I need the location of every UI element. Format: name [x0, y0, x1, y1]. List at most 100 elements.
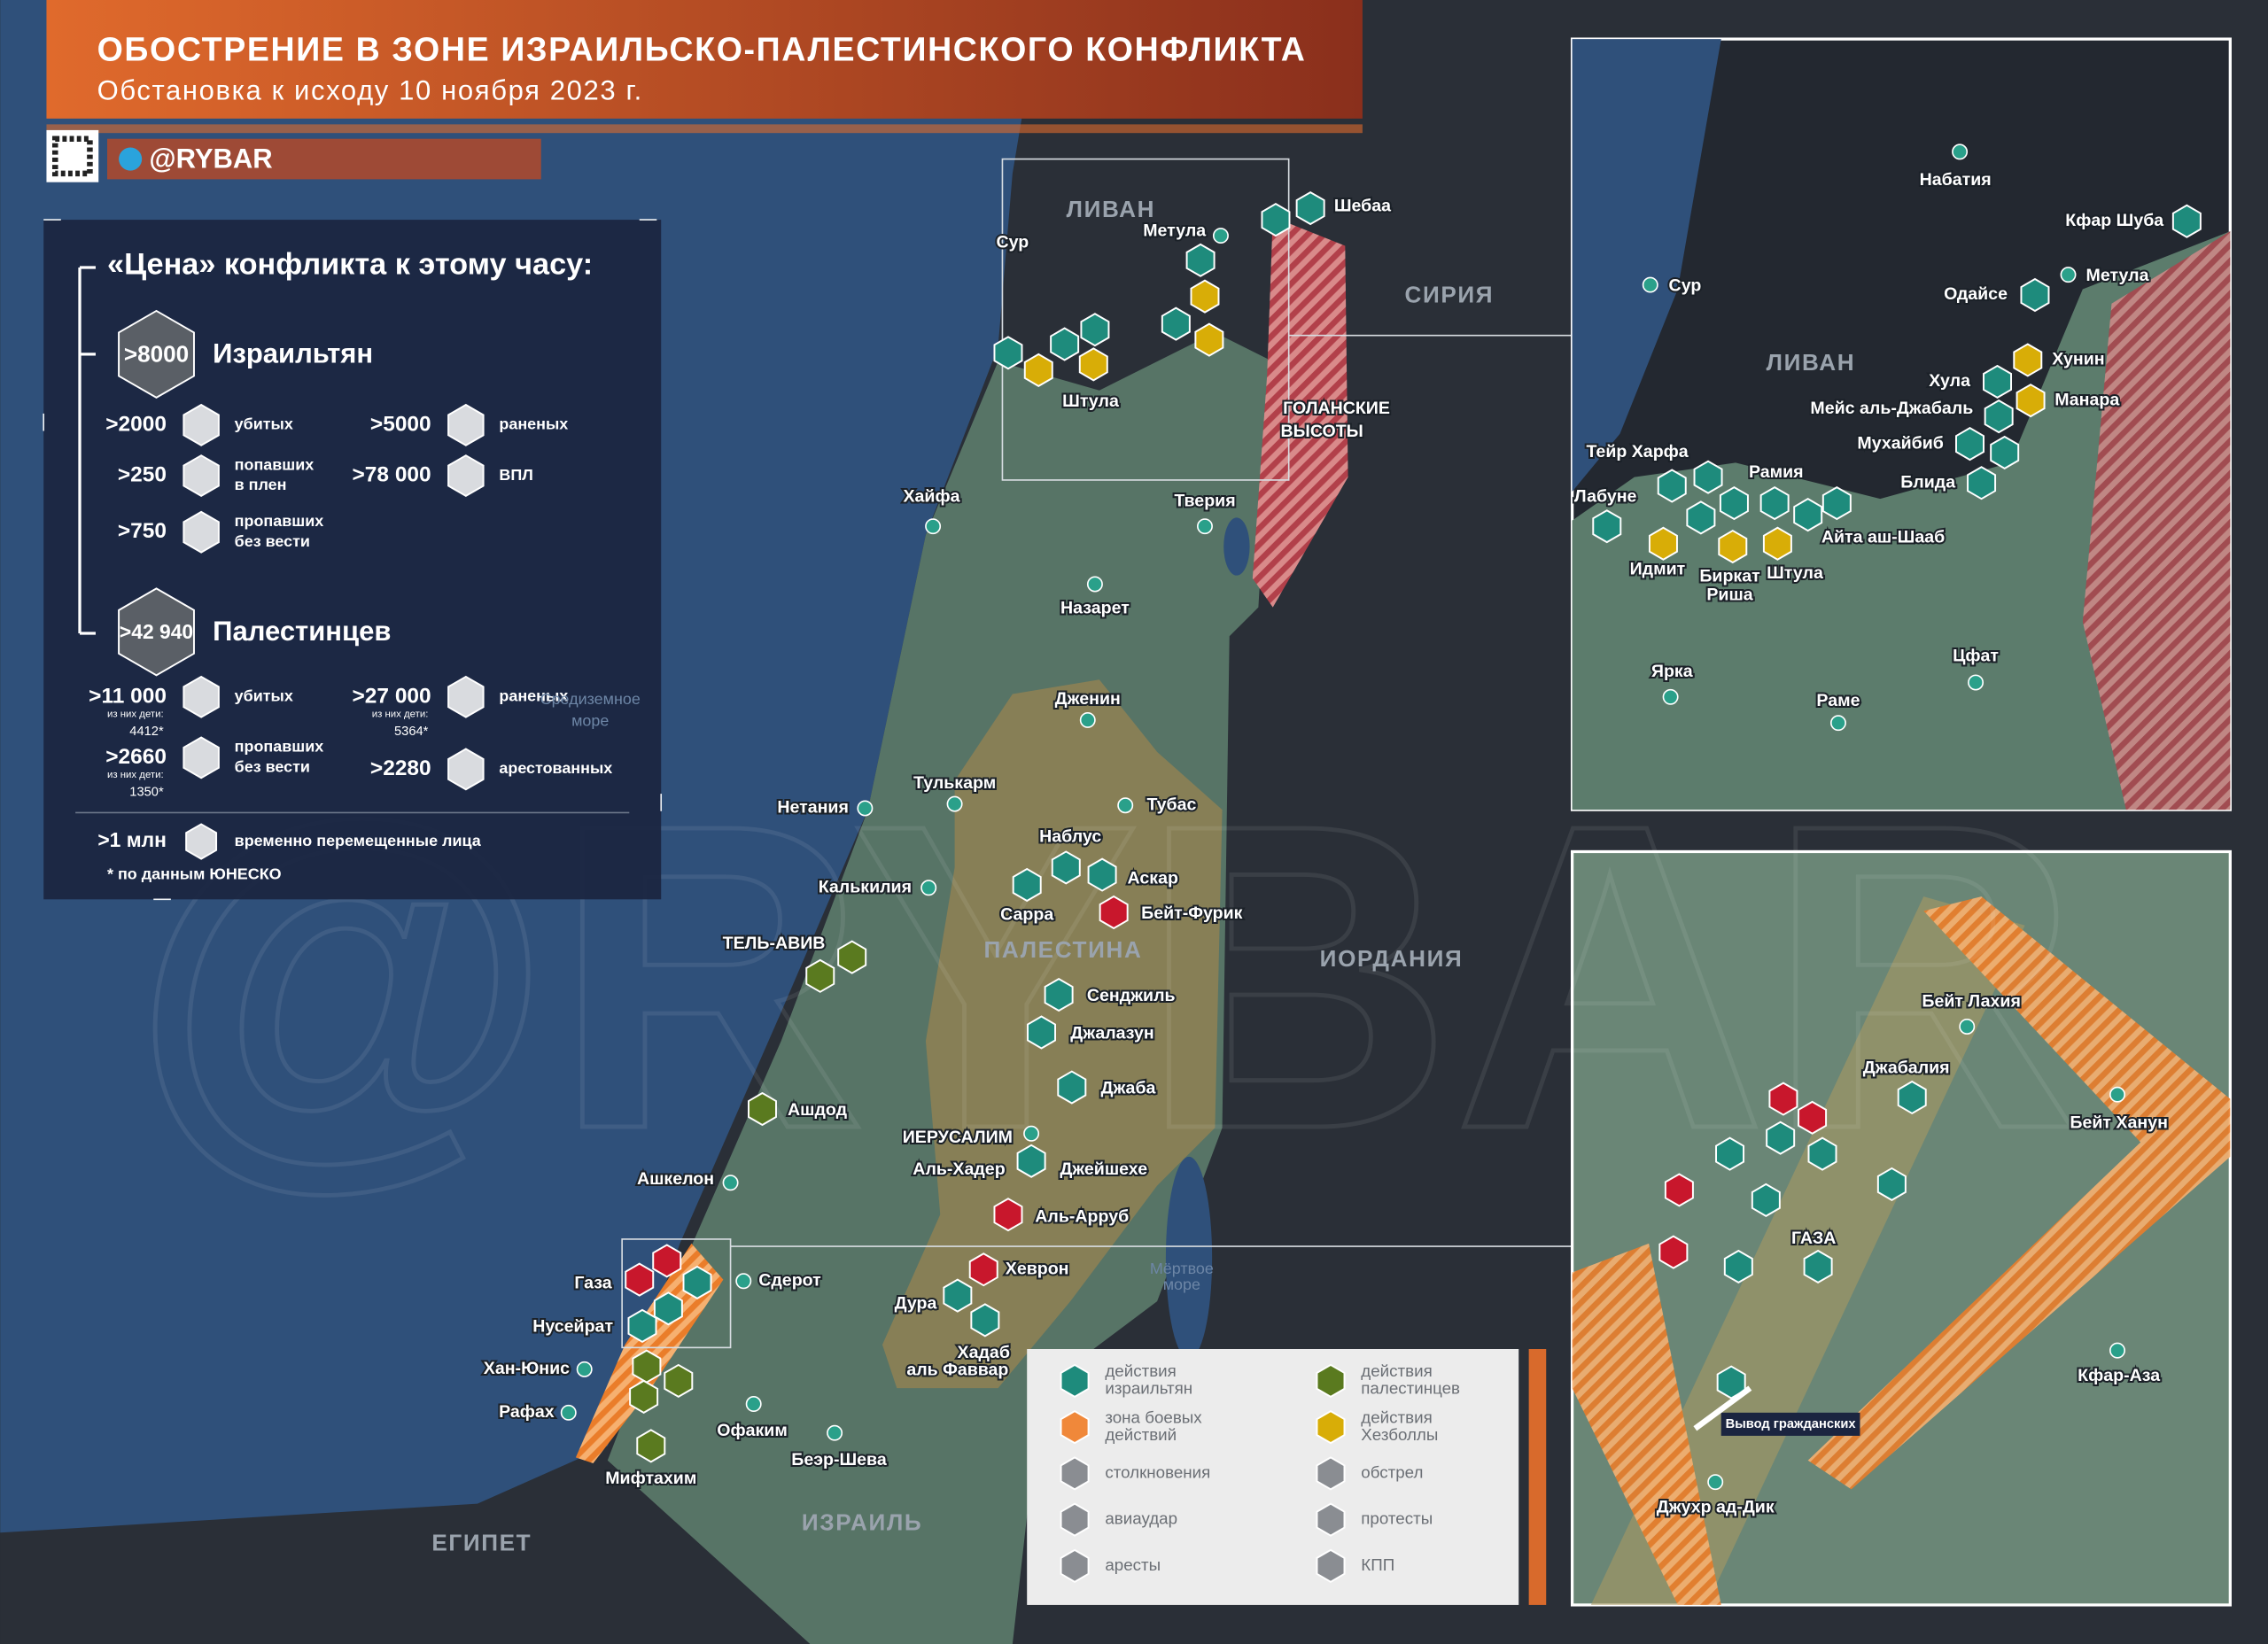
event-marker: [1087, 857, 1117, 892]
event-marker: [837, 940, 867, 974]
kinneret: [1223, 517, 1250, 576]
label: Штула: [1062, 392, 1120, 411]
town-marker: [1642, 276, 1658, 293]
event-marker: [1718, 529, 1748, 564]
town-marker: [745, 1396, 762, 1413]
label: Сур: [1669, 275, 1702, 295]
label: Тверия: [1174, 492, 1235, 511]
label: ПАЛЕСТИНА: [984, 936, 1143, 963]
event-marker: [1658, 1235, 1689, 1269]
label: Ярка: [1651, 662, 1694, 681]
label: КПП: [1361, 1555, 1394, 1574]
label: ЛИВАН: [1067, 196, 1156, 222]
inset-sea: [1572, 39, 1721, 492]
label: * по данным ЮНЕСКО: [107, 865, 282, 882]
callout-box: [1720, 1412, 1860, 1436]
label: из них дети:: [107, 709, 164, 719]
callout-arrow: [1693, 1385, 1752, 1431]
legend-icon: [1316, 1456, 1346, 1491]
label: Кфар Шуба: [2065, 211, 2164, 230]
legend-icon: [1316, 1410, 1346, 1445]
label: авиаудар: [1105, 1509, 1177, 1528]
town-marker: [560, 1404, 577, 1421]
label: ИЕРУСАЛИМ: [903, 1128, 1013, 1147]
label: >42 940: [120, 620, 193, 643]
event-marker: [1793, 498, 1823, 532]
label: Ашкелон: [637, 1169, 714, 1189]
label: Нусейрат: [532, 1317, 613, 1337]
event-marker: [1983, 364, 2013, 399]
event-marker: [1990, 435, 2020, 470]
town-marker: [925, 518, 942, 535]
town-marker: [1662, 688, 1679, 705]
label: Газа: [574, 1274, 612, 1293]
event-marker: [1751, 1183, 1781, 1217]
label: Цфат: [1953, 646, 1999, 665]
label: Калькилия: [819, 877, 912, 896]
label: море: [571, 711, 609, 729]
label: Тулькарм: [913, 773, 996, 793]
event-marker: [1967, 466, 1997, 500]
telegram-icon: [119, 147, 143, 171]
event-marker: [1759, 485, 1790, 521]
label: Одайсе: [1944, 284, 2008, 304]
label: раненых: [499, 415, 568, 433]
label: Джухр ад-Дик: [1657, 1498, 1775, 1517]
event-marker: [805, 958, 835, 993]
label: ГАЗА: [1791, 1229, 1836, 1248]
legend-icon: [1060, 1410, 1090, 1445]
label: временно перемещенные лица: [235, 832, 482, 849]
dead-sea: [1165, 1156, 1213, 1360]
legend-box: [1027, 1348, 1519, 1605]
handle: @RYBAR: [149, 143, 272, 174]
label: Рамия: [1749, 462, 1804, 482]
label: Аль-Арруб: [1035, 1207, 1129, 1227]
event-marker: [1897, 1080, 1927, 1115]
event-marker: [625, 1262, 655, 1297]
stat-icon: [183, 675, 220, 718]
qr-pattern: [51, 136, 93, 177]
inset-frame: [621, 1238, 732, 1349]
label: арестованных: [499, 759, 612, 777]
stat-icon: [183, 736, 220, 779]
event-marker: [1099, 895, 1129, 930]
label: Вывод гражданских: [1726, 1417, 1857, 1431]
label: Сур: [997, 232, 1029, 252]
label: >2000: [105, 412, 167, 436]
combat-zone: [1807, 896, 2231, 1490]
label: 4412*: [129, 725, 164, 739]
event-marker: [1261, 203, 1291, 237]
label: аль Фаввар: [906, 1361, 1008, 1380]
legend-icon: [1060, 1548, 1090, 1583]
label: Аскар: [1128, 869, 1178, 888]
label: без вести: [235, 758, 310, 776]
stat-icon: [447, 675, 485, 718]
town-marker: [576, 1361, 593, 1377]
town-marker: [857, 800, 874, 817]
label: обстрел: [1361, 1462, 1423, 1481]
town-marker: [2060, 267, 2077, 283]
event-marker: [1664, 1173, 1694, 1207]
label: Мейс аль-Джабаль: [1810, 399, 1973, 418]
event-marker: [993, 336, 1023, 370]
event-marker: [1161, 306, 1191, 341]
legend-icon: [1316, 1548, 1346, 1583]
label: Джейшехе: [1060, 1159, 1147, 1179]
legend-icon: [1316, 1363, 1346, 1398]
label: Мёртвое: [1150, 1260, 1214, 1277]
label: протесты: [1361, 1509, 1433, 1528]
town-marker: [1197, 518, 1213, 535]
event-marker: [629, 1379, 659, 1414]
combat-zone: [1572, 1243, 1721, 1605]
event-marker: [632, 1349, 662, 1384]
label: столкновения: [1105, 1462, 1210, 1481]
label: Дженин: [1055, 689, 1121, 709]
label: Джабалия: [1863, 1058, 1950, 1077]
label: Нетания: [777, 798, 849, 818]
label: действия: [1105, 1361, 1176, 1380]
event-marker: [682, 1265, 712, 1299]
label: ВЫСОТЫ: [1281, 422, 1363, 441]
label: палестинцев: [1361, 1379, 1460, 1398]
event-marker: [1955, 427, 1984, 461]
legend-icon: [1060, 1456, 1090, 1491]
